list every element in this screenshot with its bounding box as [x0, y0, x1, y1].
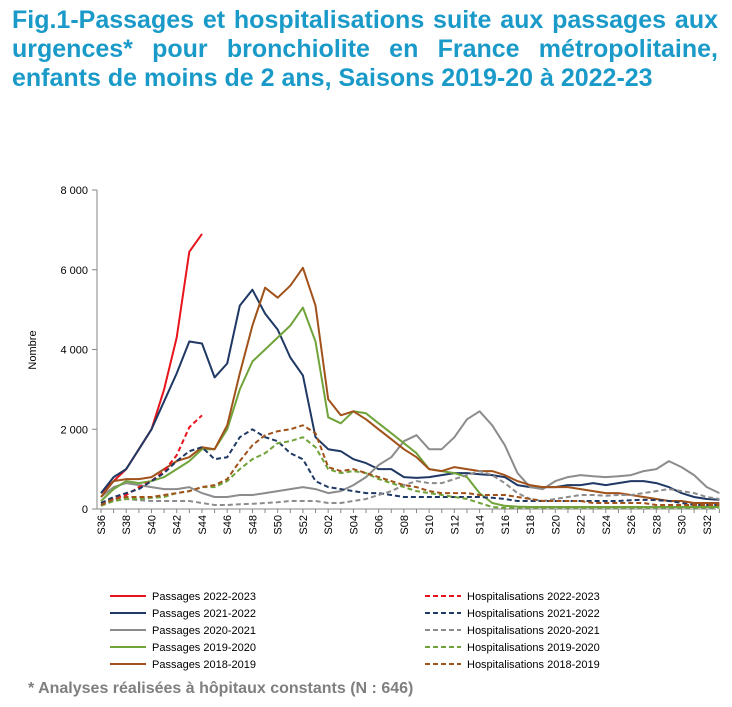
legend-label: Passages 2022-2023	[152, 591, 256, 603]
series-line	[100, 470, 720, 506]
x-tick-label: S08	[399, 515, 411, 535]
series-line	[100, 424, 720, 506]
x-tick-label: S46	[222, 515, 234, 535]
x-tick-label: S40	[146, 515, 158, 535]
x-tick-label: S04	[348, 515, 360, 535]
x-tick-label: S06	[374, 515, 386, 535]
series-line	[100, 410, 720, 498]
x-tick-label: S50	[273, 515, 285, 535]
x-tick-label: S16	[500, 515, 512, 535]
series-line	[100, 266, 720, 504]
x-tick-label: S52	[298, 515, 310, 535]
y-axis-label: Nombre	[27, 330, 39, 369]
x-tick-label: S14	[475, 515, 487, 535]
legend-label: Passages 2020-2021	[152, 625, 256, 637]
y-tick-label: 4 000	[60, 345, 88, 357]
x-tick-label: S48	[247, 515, 259, 535]
series-line	[100, 288, 720, 501]
x-tick-label: S44	[197, 515, 209, 535]
x-tick-label: S20	[550, 515, 562, 535]
x-tick-label: S02	[323, 515, 335, 535]
x-tick-label: S18	[525, 515, 537, 535]
x-tick-label: S38	[121, 515, 133, 535]
y-tick-label: 6 000	[60, 265, 88, 277]
x-tick-label: S28	[651, 515, 663, 535]
x-tick-label: S36	[96, 515, 108, 535]
y-tick-label: 8 000	[60, 185, 88, 197]
legend-label: Hospitalisations 2021-2022	[467, 608, 600, 620]
y-tick-label: 0	[82, 504, 88, 516]
legend-label: Hospitalisations 2020-2021	[467, 625, 600, 637]
x-tick-label: S30	[677, 515, 689, 535]
x-tick-label: S12	[449, 515, 461, 535]
x-tick-label: S42	[172, 515, 184, 535]
x-tick-label: S26	[626, 515, 638, 535]
x-tick-label: S10	[424, 515, 436, 535]
chart-title: Fig.1-Passages et hospitalisations suite…	[12, 6, 718, 92]
legend-label: Passages 2019-2020	[152, 642, 256, 654]
footnote: * Analyses réalisées à hôpitaux constant…	[28, 680, 414, 697]
y-tick-label: 2 000	[60, 424, 88, 436]
legend-label: Passages 2021-2022	[152, 608, 256, 620]
legend-label: Hospitalisations 2018-2019	[467, 659, 600, 671]
legend-label: Passages 2018-2019	[152, 659, 256, 671]
x-tick-label: S24	[601, 515, 613, 535]
legend-label: Hospitalisations 2022-2023	[467, 591, 600, 603]
x-tick-label: S22	[576, 515, 588, 535]
x-tick-label: S32	[702, 515, 714, 535]
legend-label: Hospitalisations 2019-2020	[467, 642, 600, 654]
